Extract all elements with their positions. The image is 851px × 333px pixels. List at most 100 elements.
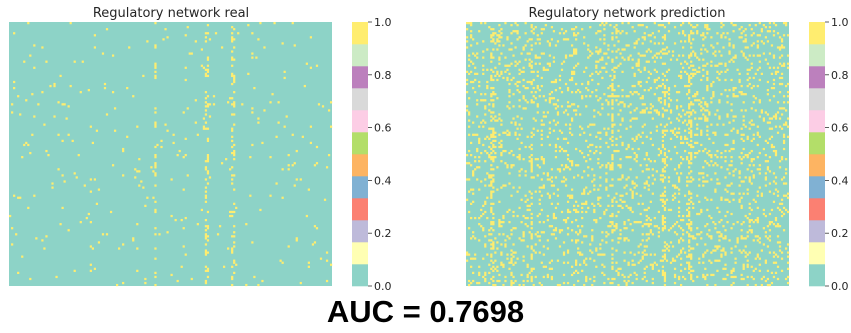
heatmap-cell xyxy=(277,121,280,124)
heatmap-cell xyxy=(587,125,590,128)
heatmap-cell xyxy=(782,46,786,49)
heatmap-cell xyxy=(671,54,675,57)
heatmap-cell xyxy=(494,237,497,240)
heatmap-cell xyxy=(579,263,582,266)
heatmap-cell xyxy=(748,24,751,27)
heatmap-cell xyxy=(623,223,626,226)
heatmap-cell xyxy=(536,105,539,108)
heatmap-cell xyxy=(566,227,570,230)
heatmap-cell xyxy=(500,28,503,31)
heatmap-cell xyxy=(122,243,125,246)
heatmap-cell xyxy=(772,56,776,59)
heatmap-cell xyxy=(566,154,570,157)
heatmap-cell xyxy=(645,239,648,242)
heatmap-cell xyxy=(231,145,234,149)
heatmap-cell xyxy=(601,56,604,59)
heatmap-cell xyxy=(682,30,685,33)
heatmap-cell xyxy=(742,147,745,151)
heatmap-cell xyxy=(704,147,707,151)
heatmap-cell xyxy=(202,127,206,130)
heatmap-cell xyxy=(568,210,572,214)
heatmap-cell xyxy=(657,231,660,234)
heatmap-cell xyxy=(611,166,614,169)
heatmap-cell xyxy=(605,22,608,25)
heatmap-cell xyxy=(673,231,677,234)
heatmap-cell xyxy=(756,218,759,222)
heatmap-cell xyxy=(597,253,600,256)
heatmap-cell xyxy=(478,273,481,277)
heatmap-cell xyxy=(647,188,650,191)
heatmap-cell xyxy=(97,241,101,244)
heatmap-cell xyxy=(682,66,685,69)
heatmap-cell xyxy=(742,119,745,122)
heatmap-cell xyxy=(738,36,741,39)
heatmap-cell xyxy=(732,86,735,90)
heatmap-cell xyxy=(591,123,594,126)
heatmap-cell xyxy=(603,66,606,69)
heatmap-cell xyxy=(663,34,667,37)
heatmap-cell xyxy=(778,208,782,212)
heatmap-cell xyxy=(704,225,707,228)
heatmap-cell xyxy=(172,133,175,136)
heatmap-cell xyxy=(728,200,731,203)
heatmap-cell xyxy=(643,123,646,126)
heatmap-cell xyxy=(534,26,537,29)
heatmap-cell xyxy=(603,52,606,55)
heatmap-cell xyxy=(696,275,699,279)
heatmap-cell xyxy=(780,156,784,159)
heatmap-cell xyxy=(645,168,648,171)
heatmap-cell xyxy=(204,235,208,238)
heatmap-cell xyxy=(113,107,117,110)
heatmap-cell xyxy=(742,221,745,224)
heatmap-cell xyxy=(530,70,533,73)
heatmap-cell xyxy=(744,109,747,112)
heatmap-cell xyxy=(653,78,656,82)
heatmap-cell xyxy=(631,194,634,197)
heatmap-cell xyxy=(617,271,620,275)
heatmap-cell xyxy=(263,46,266,49)
heatmap-cell xyxy=(568,194,572,197)
heatmap-cell xyxy=(490,111,493,114)
heatmap-cell xyxy=(534,158,537,161)
heatmap-cell xyxy=(611,261,614,264)
heatmap-cell xyxy=(702,58,705,61)
heatmap-cell xyxy=(720,93,723,96)
heatmap-cell xyxy=(301,135,304,138)
heatmap-cell xyxy=(651,182,654,185)
heatmap-cell xyxy=(609,24,612,27)
heatmap-cell xyxy=(663,202,667,205)
heatmap-cell xyxy=(615,192,618,195)
heatmap-cell xyxy=(780,44,784,47)
heatmap-cell xyxy=(287,164,290,167)
heatmap-cell xyxy=(570,28,574,31)
heatmap-cell xyxy=(81,60,84,63)
heatmap-cell xyxy=(587,56,590,59)
heatmap-cell xyxy=(524,58,527,61)
heatmap-cell xyxy=(494,93,497,96)
heatmap-cell xyxy=(692,279,695,283)
heatmap-cell xyxy=(778,241,782,244)
heatmap-cell xyxy=(740,162,743,165)
heatmap-cell xyxy=(492,247,495,250)
heatmap-cell xyxy=(488,229,491,232)
heatmap-cell xyxy=(641,251,644,254)
heatmap-cell xyxy=(575,64,578,67)
colorbar-tick-label: 0.2 xyxy=(831,227,849,240)
heatmap-cell xyxy=(263,109,266,112)
heatmap-cell xyxy=(623,259,626,262)
heatmap-cell xyxy=(688,239,691,242)
heatmap-cell xyxy=(778,56,782,59)
heatmap-cell xyxy=(233,188,236,191)
heatmap-cell xyxy=(716,206,719,210)
heatmap-cell xyxy=(774,24,778,27)
heatmap-cell xyxy=(255,56,258,59)
heatmap-cell xyxy=(492,202,495,205)
heatmap-cell xyxy=(752,158,755,161)
heatmap-cell xyxy=(651,265,654,268)
heatmap-cell xyxy=(712,52,715,55)
heatmap-cell xyxy=(595,247,598,250)
heatmap-cell xyxy=(615,200,618,203)
heatmap-cell xyxy=(558,74,562,78)
heatmap-cell xyxy=(611,214,614,218)
heatmap-cell xyxy=(714,227,717,230)
